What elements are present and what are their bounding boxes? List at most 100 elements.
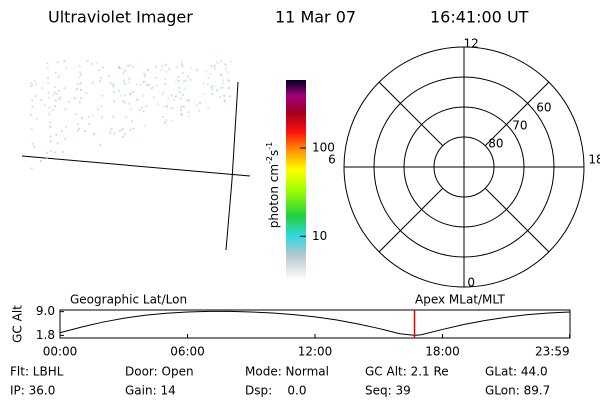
speckle [49,135,52,138]
speckle [79,82,82,85]
speckle [56,142,59,145]
speckle [100,116,103,119]
speckle [207,76,210,79]
mlt-label: 0 [467,276,475,290]
speckle [165,105,168,108]
speckle [48,113,51,116]
speckle [128,102,131,105]
speckle [221,74,224,77]
speckle [187,99,190,102]
speckle [167,97,170,100]
speckle [166,104,169,107]
speckle [216,61,219,64]
speckle [132,65,135,68]
speckle [64,138,67,141]
speckle [178,86,181,89]
speckle [55,92,58,95]
speckle [147,69,150,72]
speckle [73,97,76,100]
speckle [148,83,151,86]
info-field: Flt: LBHL [10,365,64,379]
speckle [181,65,184,68]
speckle [121,135,124,138]
speckle [178,91,181,94]
speckle [47,91,50,94]
speckle [180,61,183,64]
speckle [76,83,79,86]
mlt-label: 12 [464,37,479,51]
speckle [180,112,183,115]
speckle [135,83,138,86]
speckle [92,133,95,136]
speckle [113,100,116,103]
time: 16:41:00 UT [430,8,529,27]
speckle [128,63,131,66]
speckle [99,79,102,82]
speckle [182,80,185,83]
speckle [211,88,214,91]
geo-line [225,81,239,251]
speckle [79,88,82,91]
speckle [63,87,66,90]
speckle [109,132,112,135]
lat-ring [433,136,495,198]
speckle [214,67,217,70]
speckle [179,97,182,100]
speckle [124,82,127,85]
speckle [187,111,190,114]
timeline-title: Geographic Lat/Lon [70,293,187,307]
speckle [123,133,126,136]
info-field: GLat: 44.0 [485,365,548,379]
lat-label: 80 [488,137,503,151]
speckle [142,94,145,97]
speckle [56,61,59,64]
speckle [154,77,157,80]
speckle [196,104,199,107]
speckle [127,64,130,67]
speckle [122,100,125,103]
speckle [203,92,206,95]
speckle [100,76,103,79]
mlt-label: 18 [588,153,600,167]
uv-image [21,60,251,251]
speckle [120,67,123,70]
speckle [216,89,219,92]
speckle [90,62,93,65]
speckle [170,107,173,110]
speckle [48,111,51,114]
speckle [112,85,115,88]
speckle [59,95,62,98]
speckle [34,95,37,98]
speckle [143,80,146,83]
speckle [31,142,34,145]
speckle [227,78,230,81]
speckle [187,75,190,78]
lat-ring [373,76,555,258]
speckle [227,80,230,83]
speckle [118,130,121,133]
speckle [196,69,199,72]
speckle [219,86,222,89]
info-field: Dsp: 0.0 [245,384,307,398]
speckle [79,73,82,76]
speckle [131,120,134,123]
speckle [189,78,192,81]
speckle [75,113,78,116]
speckle [45,151,48,154]
speckle [210,65,213,68]
info-field: Seq: 39 [365,384,411,398]
speckle [75,88,78,91]
speckle [228,95,231,98]
speckle [223,94,226,97]
speckle [45,156,48,159]
speckle [49,140,52,143]
speckle [145,83,148,86]
speckle [125,116,128,119]
speckle [47,96,50,99]
speckle [152,96,155,99]
x-tick-label: 23:59 [535,345,570,359]
speckle [174,79,177,82]
speckle [97,69,100,72]
x-tick-label: 00:00 [43,345,78,359]
